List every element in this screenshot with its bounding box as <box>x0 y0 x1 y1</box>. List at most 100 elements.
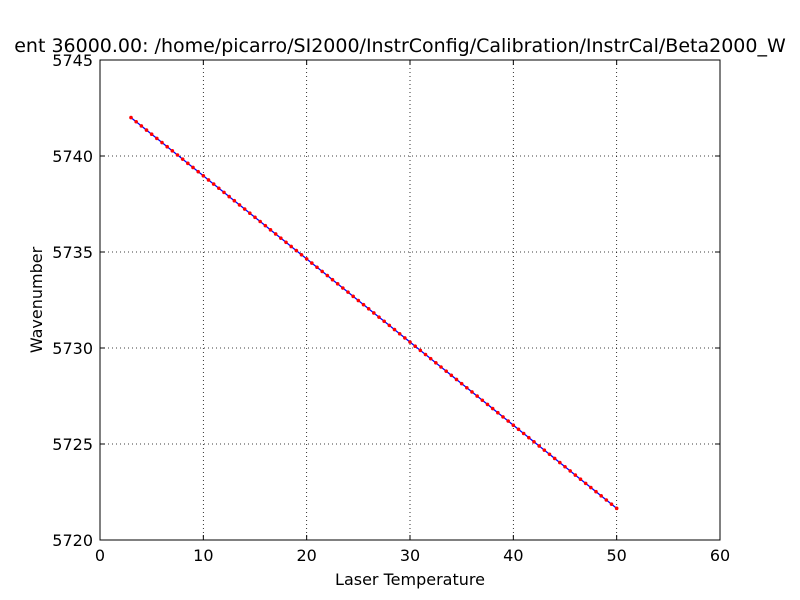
y-tick-label: 5735 <box>52 243 93 262</box>
data-point <box>408 340 412 344</box>
data-point <box>160 140 164 145</box>
data-point <box>304 257 309 261</box>
data-point <box>263 223 268 228</box>
data-point <box>361 302 366 307</box>
data-point <box>186 161 190 166</box>
data-point <box>180 157 185 161</box>
x-tick-label: 40 <box>503 546 523 565</box>
data-point <box>232 198 237 203</box>
chart-title: ent 36000.00: /home/picarro/SI2000/Instr… <box>14 35 786 57</box>
data-point <box>387 323 392 328</box>
data-point <box>609 502 614 506</box>
data-point <box>614 506 619 511</box>
ticks: 0 10 20 30 40 50 60 5720 5725 5730 5735 5740 5745 <box>52 51 730 565</box>
x-tick-label: 10 <box>193 546 213 565</box>
data-point <box>521 431 526 436</box>
x-tick-label: 50 <box>606 546 626 565</box>
data-point <box>351 294 355 299</box>
data-point <box>454 377 459 382</box>
x-tick-label: 0 <box>95 546 105 565</box>
data-point <box>413 344 417 349</box>
data-point <box>139 124 144 128</box>
data-point <box>196 169 200 174</box>
data-point <box>485 402 490 407</box>
data-point <box>284 240 288 245</box>
data-point <box>434 361 438 365</box>
data-series <box>129 115 619 511</box>
data-point <box>129 115 133 120</box>
data-point <box>258 219 262 224</box>
data-point <box>428 356 433 361</box>
x-tick-label: 30 <box>400 546 420 565</box>
data-point <box>382 319 386 324</box>
data-point <box>459 381 464 386</box>
data-point <box>170 149 175 153</box>
data-point <box>248 211 252 215</box>
data-point <box>527 435 531 440</box>
data-point <box>604 498 609 502</box>
data-point <box>289 244 293 249</box>
data-point <box>237 203 242 207</box>
data-point <box>144 128 149 132</box>
data-point <box>558 460 562 465</box>
data-point <box>206 178 211 182</box>
data-point <box>501 415 505 419</box>
y-axis-label: Wavenumber <box>27 246 46 353</box>
data-point <box>470 390 474 394</box>
data-point <box>403 336 407 340</box>
data-point <box>465 385 469 390</box>
data-point <box>418 348 423 353</box>
data-point <box>537 444 541 448</box>
grid <box>100 60 720 540</box>
data-point <box>149 132 154 137</box>
data-point <box>201 173 206 178</box>
data-point <box>490 406 495 411</box>
data-point <box>320 269 324 274</box>
data-point <box>175 153 180 157</box>
data-point <box>578 477 583 482</box>
data-point <box>253 215 257 220</box>
data-point <box>227 194 231 199</box>
data-point <box>594 489 598 494</box>
y-tick-label: 5720 <box>52 531 93 550</box>
data-point <box>589 485 593 490</box>
data-point <box>372 311 376 315</box>
y-tick-label: 5745 <box>52 51 93 70</box>
data-point <box>583 481 588 486</box>
data-point <box>191 165 195 170</box>
data-point <box>547 452 552 457</box>
data-point <box>496 410 500 415</box>
data-point <box>444 369 448 373</box>
data-point <box>356 298 361 303</box>
data-point <box>377 315 381 319</box>
data-point <box>294 248 299 253</box>
data-point <box>563 464 567 469</box>
y-tick-label: 5730 <box>52 339 93 358</box>
data-point <box>480 398 485 403</box>
data-point <box>330 277 335 282</box>
data-point <box>392 327 397 332</box>
data-point <box>325 273 330 278</box>
data-point <box>211 182 216 186</box>
data-point <box>242 207 247 211</box>
data-point <box>217 186 221 191</box>
data-point <box>599 494 603 498</box>
data-point <box>134 119 138 124</box>
data-point <box>366 307 371 311</box>
x-axis-label: Laser Temperature <box>335 570 485 589</box>
data-point <box>397 331 402 336</box>
data-point <box>439 365 443 369</box>
data-point <box>273 232 278 236</box>
data-point <box>335 282 340 286</box>
y-tick-label: 5725 <box>52 435 93 454</box>
data-point <box>268 228 273 232</box>
data-point <box>310 261 314 265</box>
data-point <box>506 419 510 423</box>
data-point <box>299 252 304 257</box>
x-tick-label: 20 <box>296 546 316 565</box>
data-point <box>346 290 350 294</box>
x-tick-label: 60 <box>710 546 730 565</box>
data-point <box>552 456 557 461</box>
data-point <box>155 136 159 141</box>
data-point <box>516 427 521 432</box>
